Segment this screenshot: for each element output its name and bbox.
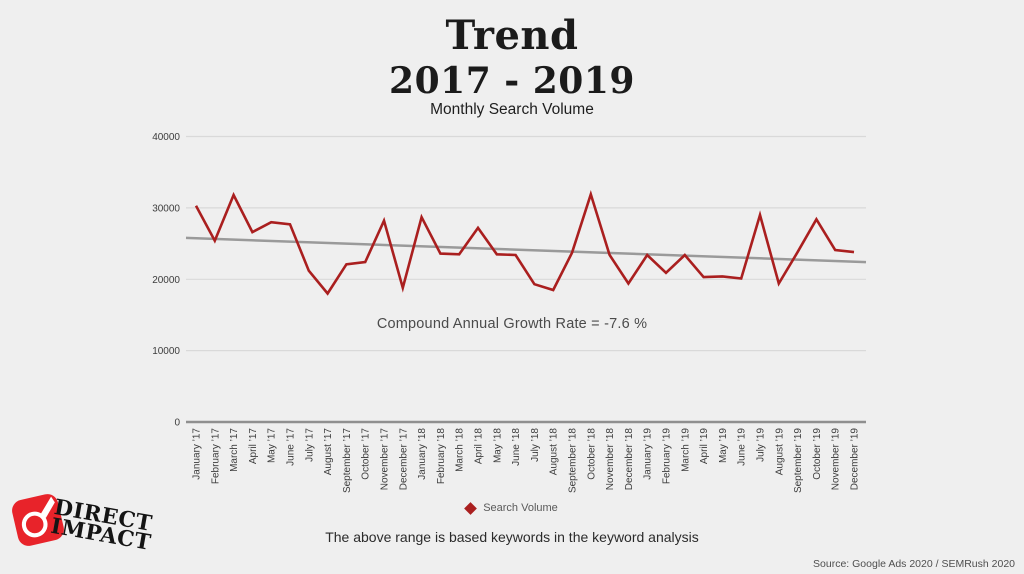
cagr-annotation: Compound Annual Growth Rate = -7.6 % — [376, 316, 648, 332]
x-axis-tick-label: April ’18 — [474, 428, 485, 465]
x-axis-tick-label: February ’17 — [210, 428, 221, 485]
x-axis-tick-label: February ’18 — [436, 428, 447, 485]
x-axis-tick-label: August ’18 — [549, 428, 560, 476]
y-axis-tick-label: 0 — [174, 418, 180, 429]
x-axis-tick-label: August ’17 — [323, 428, 334, 476]
chart-caption: Monthly Search Volume — [430, 101, 594, 118]
x-axis-tick-label: May ’19 — [718, 428, 729, 463]
x-axis-tick-label: January ’18 — [417, 428, 428, 480]
y-axis-tick-label: 10000 — [152, 346, 180, 357]
legend-label: Search Volume — [483, 502, 558, 514]
x-axis-tick-label: June ’19 — [737, 428, 748, 466]
x-axis-tick-label: July ’19 — [756, 428, 767, 462]
chart-legend: Search Volume — [0, 501, 1024, 515]
x-axis-tick-label: June ’17 — [286, 428, 297, 466]
x-axis-tick-label: October ’18 — [586, 428, 597, 480]
x-axis-tick-label: December ’18 — [624, 428, 635, 491]
x-axis-tick-label: April ’17 — [248, 428, 259, 465]
x-axis-tick-label: August ’19 — [774, 428, 785, 476]
x-axis-tick-label: March ’18 — [455, 428, 466, 472]
x-axis-tick-label: September ’17 — [342, 428, 353, 493]
x-axis-tick-label: May ’17 — [267, 428, 278, 463]
x-axis-tick-label: June ’18 — [511, 428, 522, 466]
y-axis-tick-label: 20000 — [152, 275, 180, 286]
x-axis-tick-label: March ’17 — [229, 428, 240, 472]
source-note: Source: Google Ads 2020 / SEMRush 2020 — [813, 558, 1015, 570]
x-axis-tick-label: October ’19 — [812, 428, 823, 480]
trend-line — [185, 236, 867, 264]
x-axis-tick-label: March ’19 — [680, 428, 691, 472]
x-axis-tick-label: July ’17 — [304, 428, 315, 462]
x-axis-tick-label: October ’17 — [361, 428, 372, 480]
x-axis-tick-label: November ’18 — [605, 428, 616, 491]
y-axis-tick-label: 40000 — [152, 132, 180, 143]
footnote-text: The above range is based keywords in the… — [325, 529, 699, 545]
x-axis-tick-label: November ’17 — [380, 428, 391, 491]
x-axis-tick-label: January ’19 — [643, 428, 654, 480]
diamond-icon — [464, 501, 478, 515]
direct-impact-logo: DIRECT IMPACT — [0, 488, 200, 574]
chart-header: Trend 2017 - 2019 Monthly Search Volume — [0, 16, 1024, 119]
x-axis-tick-label: April ’19 — [699, 428, 710, 465]
x-axis-tick-label: December ’17 — [398, 428, 409, 491]
x-axis-tick-label: July ’18 — [530, 428, 541, 462]
balloon-dart-icon — [9, 491, 67, 549]
logo-text: DIRECT IMPACT — [49, 495, 155, 556]
x-axis-tick-label: January ’17 — [192, 428, 203, 480]
x-axis-tick-label: May ’18 — [492, 428, 503, 463]
chart-title: Trend — [445, 12, 579, 59]
x-axis-tick-label: February ’19 — [662, 428, 673, 485]
x-axis-tick-label: December ’19 — [850, 428, 861, 491]
search-volume-line — [194, 189, 855, 296]
chart-subtitle: 2017 - 2019 — [389, 60, 635, 102]
y-axis-tick-label: 30000 — [152, 203, 180, 214]
x-axis-tick-label: September ’19 — [793, 428, 804, 493]
x-axis-tick-label: November ’19 — [831, 428, 842, 491]
x-axis-tick-label: September ’18 — [568, 428, 579, 493]
